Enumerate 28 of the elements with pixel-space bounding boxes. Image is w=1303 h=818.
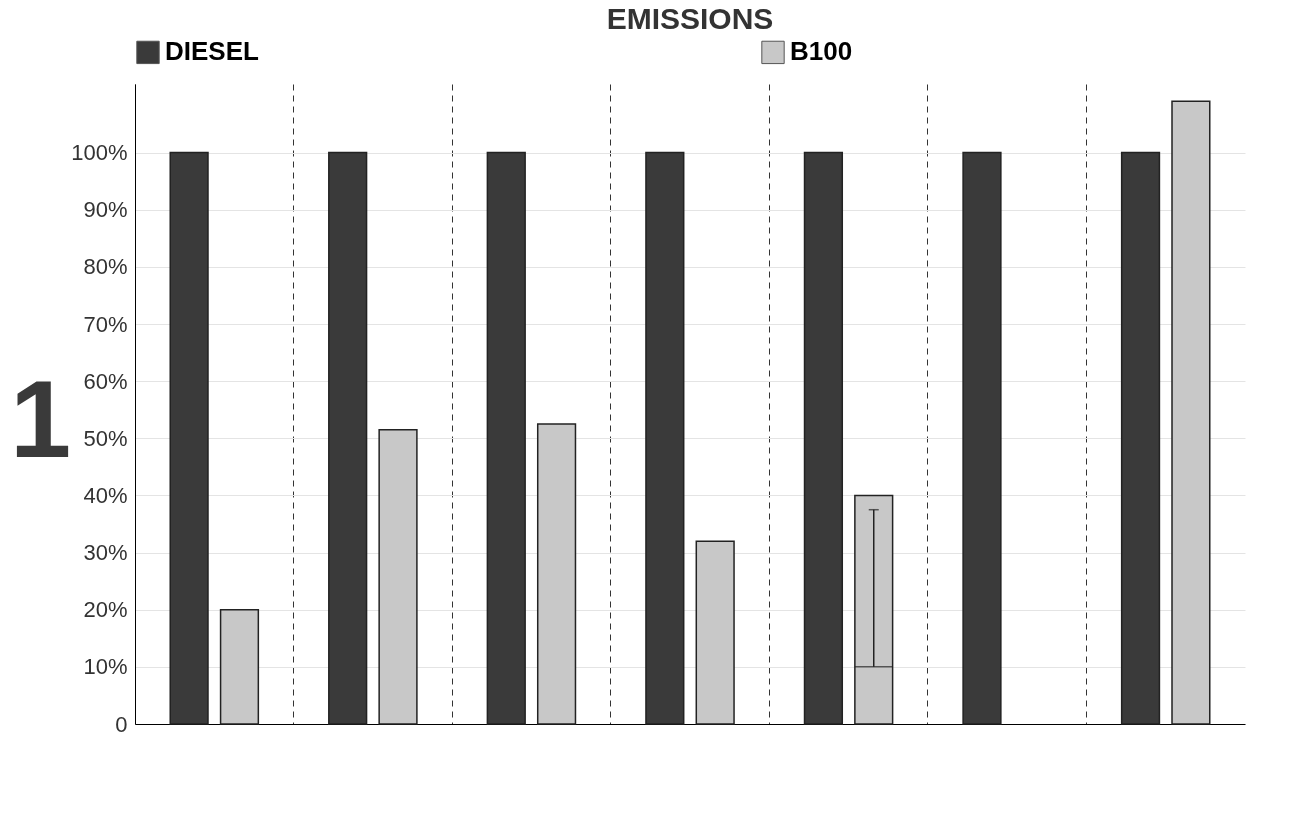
- bar: [378, 428, 418, 725]
- bar: [219, 608, 260, 725]
- legend-label: B100: [790, 36, 853, 67]
- bar: [1120, 151, 1161, 725]
- bar: [803, 151, 844, 725]
- bar: [328, 151, 368, 725]
- bar: [962, 151, 1002, 725]
- y-tick-label: 20%: [83, 597, 128, 623]
- text: 1: [10, 356, 72, 482]
- y-tick-label: 30%: [83, 540, 128, 566]
- legend-label: DIESEL: [165, 36, 260, 67]
- y-tick-label: 80%: [83, 254, 128, 280]
- y-tick-label: 10%: [83, 654, 128, 680]
- bar: [536, 423, 577, 725]
- y-tick-label: 100%: [71, 140, 128, 166]
- bar: [854, 494, 894, 725]
- y-tick-label: 50%: [83, 425, 128, 451]
- bar: [645, 151, 685, 725]
- bar: [169, 151, 209, 725]
- y-tick-label: 40%: [83, 482, 128, 508]
- y-tick-label: 60%: [83, 368, 128, 394]
- bar: [486, 151, 526, 725]
- bar: [695, 540, 735, 725]
- y-tick-label: 90%: [83, 197, 128, 223]
- bar: [1171, 100, 1211, 725]
- y-tick-label: 70%: [83, 311, 128, 337]
- chart-title: EMISSIONS: [606, 2, 774, 35]
- y-tick-label: 0: [115, 711, 128, 737]
